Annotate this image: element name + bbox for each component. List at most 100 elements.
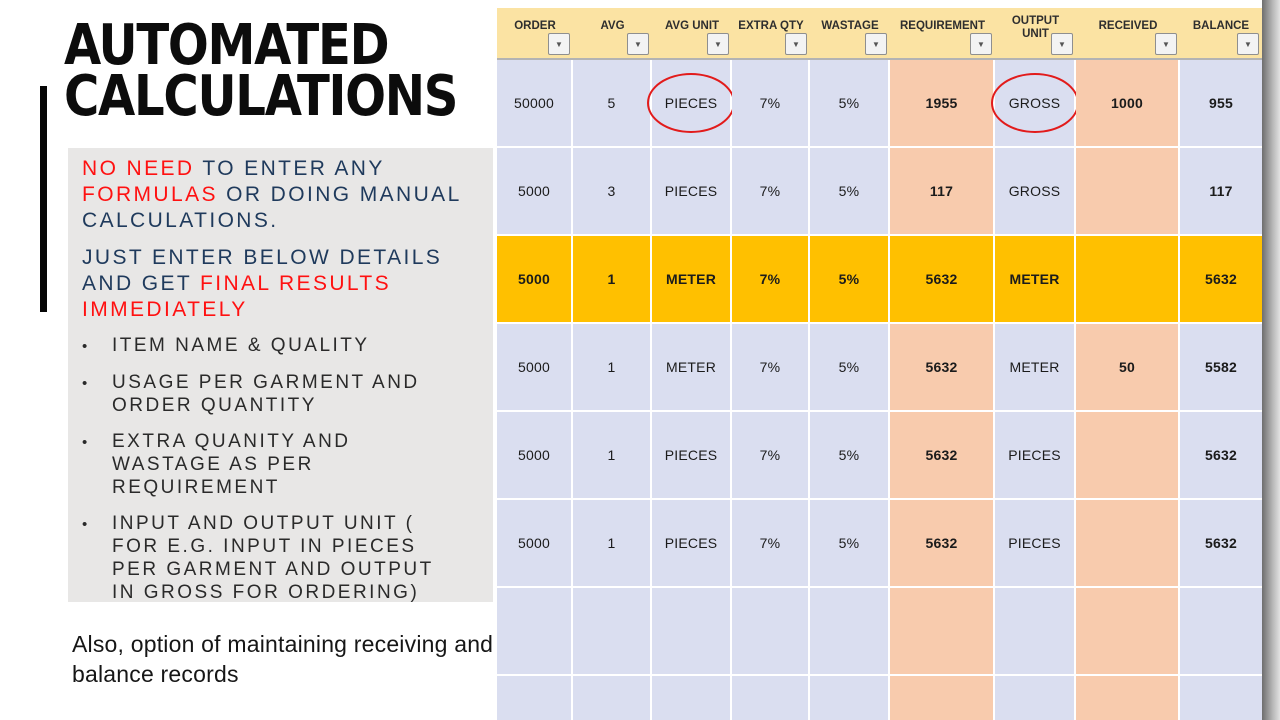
bullet-text: EXTRA QUANITY AND WASTAGE AS PER REQUIREME…: [112, 430, 351, 499]
table-cell-received[interactable]: 50: [1076, 324, 1180, 412]
header-cell-avg[interactable]: AVG ▼: [573, 8, 652, 58]
header-cell-output-unit[interactable]: OUTPUT UNIT ▼: [995, 8, 1076, 58]
filter-dropdown-button[interactable]: ▼: [785, 33, 807, 55]
table-cell-requirement[interactable]: 5632: [890, 324, 995, 412]
table-cell-avg[interactable]: 1: [573, 500, 652, 588]
table-cell-avg[interactable]: 1: [573, 324, 652, 412]
table-cell-wastage[interactable]: [810, 676, 890, 720]
table-cell-wastage[interactable]: 5%: [810, 236, 890, 324]
table-cell-output-unit[interactable]: METER: [995, 236, 1076, 324]
filter-dropdown-button[interactable]: ▼: [707, 33, 729, 55]
table-cell-wastage[interactable]: 5%: [810, 324, 890, 412]
table-cell-avg-unit[interactable]: [652, 676, 732, 720]
table-cell-wastage[interactable]: [810, 588, 890, 676]
table-cell-avg[interactable]: 1: [573, 412, 652, 500]
table-cell-requirement[interactable]: 1955: [890, 60, 995, 148]
cell-value: 5%: [838, 359, 860, 375]
table-cell-balance[interactable]: 5582: [1180, 324, 1262, 412]
table-cell-received[interactable]: 1000: [1076, 60, 1180, 148]
table-cell-extra-qty[interactable]: 7%: [732, 148, 810, 236]
bullet-line: WASTAGE AS PER: [112, 454, 314, 475]
table-cell-requirement[interactable]: 117: [890, 148, 995, 236]
intro-line: CALCULATIONS.: [82, 208, 485, 234]
table-cell-avg-unit[interactable]: PIECES: [647, 60, 735, 148]
table-cell-wastage[interactable]: 5%: [810, 412, 890, 500]
table-cell-output-unit[interactable]: PIECES: [995, 412, 1076, 500]
filter-dropdown-button[interactable]: ▼: [1051, 33, 1073, 55]
header-cell-wastage[interactable]: WASTAGE ▼: [810, 8, 890, 58]
table-cell-requirement[interactable]: [890, 676, 995, 720]
table-cell-output-unit[interactable]: GROSS: [995, 148, 1076, 236]
table-cell-order[interactable]: 5000: [497, 412, 573, 500]
table-cell-balance[interactable]: 5632: [1180, 412, 1262, 500]
header-cell-avg-unit[interactable]: AVG UNIT ▼: [652, 8, 732, 58]
cell-value: 3: [607, 183, 616, 199]
table-cell-avg[interactable]: 1: [573, 236, 652, 324]
table-cell-wastage[interactable]: 5%: [810, 60, 890, 148]
table-cell-requirement[interactable]: 5632: [890, 500, 995, 588]
table-cell-order[interactable]: [497, 676, 573, 720]
table-cell-extra-qty[interactable]: 7%: [732, 500, 810, 588]
table-cell-output-unit[interactable]: [995, 676, 1076, 720]
table-cell-extra-qty[interactable]: 7%: [732, 236, 810, 324]
table-cell-received[interactable]: [1076, 148, 1180, 236]
table-cell-output-unit[interactable]: [995, 588, 1076, 676]
table-cell-avg[interactable]: [573, 676, 652, 720]
filter-dropdown-button[interactable]: ▼: [1155, 33, 1177, 55]
filter-dropdown-button[interactable]: ▼: [865, 33, 887, 55]
table-cell-order[interactable]: 5000: [497, 148, 573, 236]
table-cell-order[interactable]: 5000: [497, 500, 573, 588]
filter-dropdown-button[interactable]: ▼: [627, 33, 649, 55]
table-cell-order[interactable]: 5000: [497, 324, 573, 412]
table-cell-extra-qty[interactable]: [732, 676, 810, 720]
filter-dropdown-button[interactable]: ▼: [548, 33, 570, 55]
table-cell-order[interactable]: 50000: [497, 60, 573, 148]
table-cell-order[interactable]: [497, 588, 573, 676]
header-cell-requirement[interactable]: REQUIREMENT ▼: [890, 8, 995, 58]
table-cell-received[interactable]: [1076, 236, 1180, 324]
table-cell-requirement[interactable]: [890, 588, 995, 676]
cell-value: 5%: [838, 535, 860, 551]
header-cell-balance[interactable]: BALANCE ▼: [1180, 8, 1262, 58]
bullet-text: USAGE PER GARMENT AND ORDER QUANTITY: [112, 371, 420, 417]
table-cell-balance[interactable]: [1180, 676, 1262, 720]
table-cell-balance[interactable]: 5632: [1180, 236, 1262, 324]
table-cell-avg-unit[interactable]: PIECES: [652, 148, 732, 236]
table-cell-balance[interactable]: 5632: [1180, 500, 1262, 588]
table-cell-received[interactable]: [1076, 500, 1180, 588]
table-cell-balance[interactable]: [1180, 588, 1262, 676]
table-cell-avg-unit[interactable]: PIECES: [652, 412, 732, 500]
table-cell-wastage[interactable]: 5%: [810, 500, 890, 588]
table-cell-requirement[interactable]: 5632: [890, 236, 995, 324]
table-cell-extra-qty[interactable]: [732, 588, 810, 676]
table-cell-balance[interactable]: 955: [1180, 60, 1262, 148]
table-cell-extra-qty[interactable]: 7%: [732, 412, 810, 500]
header-cell-extra-qty[interactable]: EXTRA QTY ▼: [732, 8, 810, 58]
table-cell-balance[interactable]: 117: [1180, 148, 1262, 236]
table-cell-avg-unit[interactable]: METER: [652, 236, 732, 324]
table-cell-output-unit[interactable]: METER: [995, 324, 1076, 412]
cell-value: 5632: [1205, 271, 1237, 287]
table-cell-received[interactable]: [1076, 588, 1180, 676]
table-cell-output-unit[interactable]: PIECES: [995, 500, 1076, 588]
filter-dropdown-button[interactable]: ▼: [1237, 33, 1259, 55]
table-cell-extra-qty[interactable]: 7%: [732, 60, 810, 148]
table-cell-avg[interactable]: 5: [573, 60, 652, 148]
table-cell-avg[interactable]: [573, 588, 652, 676]
table-cell-avg[interactable]: 3: [573, 148, 652, 236]
table-cell-output-unit[interactable]: GROSS: [990, 60, 1079, 148]
bullet-line: EXTRA QUANITY AND: [112, 431, 351, 452]
header-cell-received[interactable]: RECEIVED ▼: [1076, 8, 1180, 58]
header-cell-order[interactable]: ORDER ▼: [497, 8, 573, 58]
table-cell-requirement[interactable]: 5632: [890, 412, 995, 500]
table-cell-order[interactable]: 5000: [497, 236, 573, 324]
table-cell-avg-unit[interactable]: PIECES: [652, 500, 732, 588]
table-cell-avg-unit[interactable]: METER: [652, 324, 732, 412]
table-cell-received[interactable]: [1076, 676, 1180, 720]
table-cell-avg-unit[interactable]: [652, 588, 732, 676]
table-cell-received[interactable]: [1076, 412, 1180, 500]
cell-value: 5000: [518, 183, 550, 199]
table-cell-wastage[interactable]: 5%: [810, 148, 890, 236]
table-cell-extra-qty[interactable]: 7%: [732, 324, 810, 412]
filter-dropdown-button[interactable]: ▼: [970, 33, 992, 55]
